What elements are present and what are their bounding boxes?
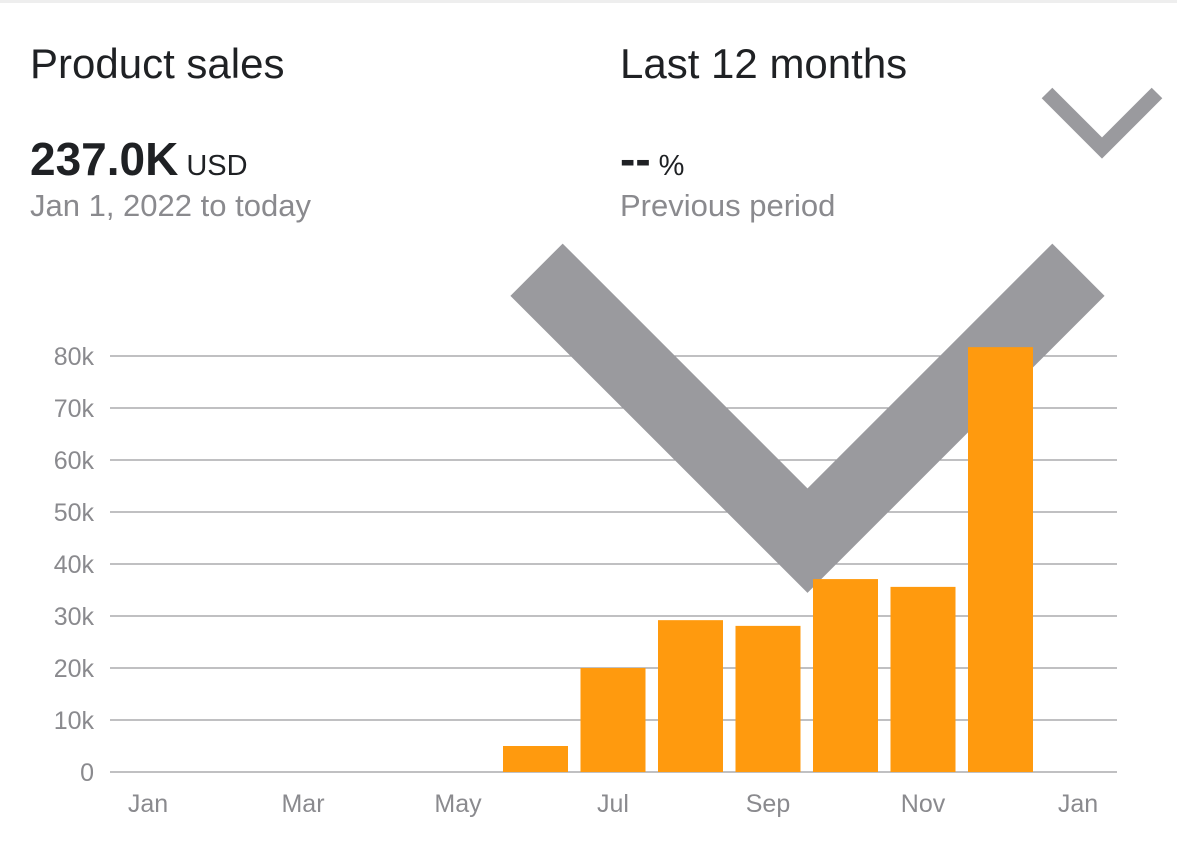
y-tick-label: 70k xyxy=(54,395,95,423)
y-tick-label: 40k xyxy=(54,551,95,579)
total-sales: 237.0K USD xyxy=(30,132,248,186)
bar-jun xyxy=(503,746,568,772)
x-tick-label: Mar xyxy=(281,790,324,818)
period-select-label: Last 12 months xyxy=(620,40,908,87)
total-unit: USD xyxy=(186,150,248,182)
bar-aug xyxy=(658,620,723,772)
change-percent: --% xyxy=(620,132,684,186)
change-unit: % xyxy=(658,150,685,182)
x-tick-label: Nov xyxy=(901,790,946,818)
y-tick-label: 30k xyxy=(54,603,95,631)
x-tick-label: May xyxy=(434,790,482,818)
y-tick-label: 80k xyxy=(54,343,95,371)
y-tick-label: 20k xyxy=(54,655,95,683)
change-value: -- xyxy=(620,133,651,185)
y-tick-label: 0 xyxy=(80,759,94,787)
top-divider xyxy=(0,0,1177,3)
bar-jul xyxy=(580,668,646,772)
period-select[interactable]: Last 12 months xyxy=(620,40,907,88)
change-label: Previous period xyxy=(620,188,836,223)
y-tick-label: 10k xyxy=(54,707,95,735)
date-range: Jan 1, 2022 to today xyxy=(30,188,311,223)
x-tick-label: Jul xyxy=(597,790,629,818)
x-tick-label: Jan xyxy=(1058,790,1098,818)
y-tick-label: 60k xyxy=(54,447,95,475)
x-tick-label: Sep xyxy=(746,790,790,818)
bar-oct xyxy=(813,579,878,772)
total-value: 237.0K xyxy=(30,133,179,185)
bar-dec xyxy=(968,347,1033,772)
metric-select[interactable]: Product sales xyxy=(30,40,284,88)
chevron-down-icon[interactable] xyxy=(1027,48,1177,198)
bar-nov xyxy=(890,586,956,772)
y-tick-label: 50k xyxy=(54,499,95,527)
bar-sep xyxy=(735,625,801,772)
x-tick-label: Jan xyxy=(128,790,168,818)
metric-select-label: Product sales xyxy=(30,40,285,87)
